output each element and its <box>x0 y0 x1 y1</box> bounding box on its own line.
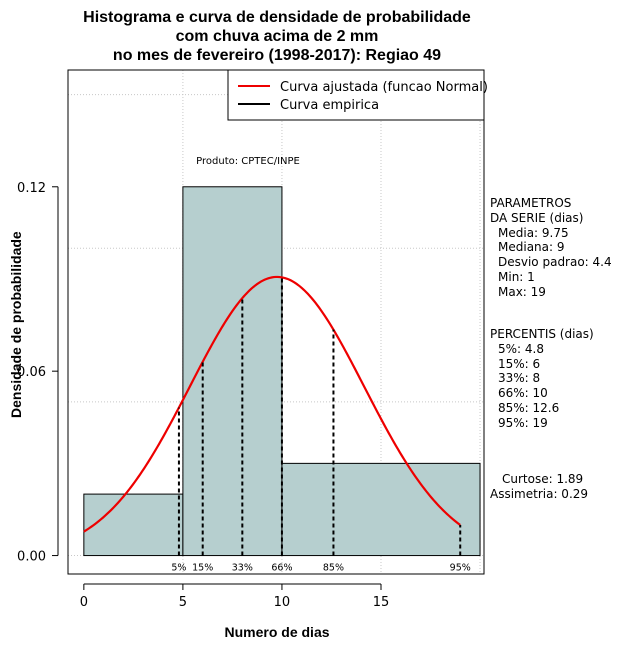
annotation-product: Produto: CPTEC/INPE <box>196 156 300 167</box>
legend-label-0: Curva ajustada (funcao Normal) <box>280 80 488 95</box>
legend-label-1: Curva empirica <box>280 98 379 113</box>
percentile-label-5: 95% <box>450 563 471 574</box>
y-tick-label-1: 0.06 <box>17 365 46 380</box>
histogram-bar-1 <box>182 186 283 557</box>
percentil-95: 95%: 19 <box>498 415 548 430</box>
histogram-bar-2 <box>281 462 481 557</box>
parameters-heading-1: PARAMETROS <box>490 196 572 210</box>
param-min: Min: 1 <box>498 269 535 284</box>
param-desvio: Desvio padrao: 4.4 <box>498 255 612 270</box>
percentil-33: 33%: 8 <box>498 371 541 386</box>
legend-box <box>227 69 485 121</box>
chart-title-line1: Histograma e curva de densidade de proba… <box>83 9 471 26</box>
param-max: Max: 19 <box>498 284 546 299</box>
percentil-5: 5%: 4.8 <box>498 341 544 356</box>
percentile-label-3: 66% <box>271 563 292 574</box>
percentile-label-1: 15% <box>192 563 213 574</box>
parameters-panel: PARAMETROS DA SERIE (dias) Media: 9.75 M… <box>490 196 612 300</box>
percentis-heading: PERCENTIS (dias) <box>490 327 594 341</box>
chart-title-line2: com chuva acima de 2 mm <box>175 28 379 45</box>
percentis-panel: PERCENTIS (dias) 5%: 4.8 15%: 6 33%: 8 6… <box>490 327 594 431</box>
percentil-66: 66%: 10 <box>498 386 548 401</box>
parameters-heading-2: DA SERIE (dias) <box>490 210 584 225</box>
histogram-bar-0 <box>83 493 184 557</box>
y-axis-label: Densidade de probabilidade <box>8 231 24 418</box>
normal-curve-line <box>83 275 461 533</box>
x-tick-label-2: 10 <box>274 595 291 610</box>
x-tick-label-3: 15 <box>373 595 390 610</box>
histogram-bars <box>83 186 481 557</box>
stat-curtose: Curtose: 1.89 <box>502 472 584 486</box>
x-axis-label: Numero de dias <box>224 624 330 640</box>
percentil-85: 85%: 12.6 <box>498 400 560 415</box>
shape-panel: Curtose: 1.89 Assimetria: 0.29 <box>490 472 588 502</box>
percentile-label-2: 33% <box>232 563 253 574</box>
y-tick-label-0: 0.00 <box>17 550 46 565</box>
y-tick-label-2: 0.12 <box>17 181 46 196</box>
normal-curve <box>83 275 461 533</box>
percentile-lines: 5% 15% 33% 66% 85% 95% <box>171 277 471 574</box>
x-tick-label-0: 0 <box>80 595 88 610</box>
param-mediana: Mediana: 9 <box>498 240 565 255</box>
legend: Curva ajustada (funcao Normal) Curva empi… <box>227 69 488 121</box>
percentile-label-0: 5% <box>171 563 186 574</box>
chart-title-line3: no mes de fevereiro (1998-2017): Regiao … <box>112 47 442 64</box>
stat-assimetria: Assimetria: 0.29 <box>490 486 589 501</box>
x-tick-label-1: 5 <box>179 595 187 610</box>
param-media: Media: 9.75 <box>498 225 569 240</box>
percentil-15: 15%: 6 <box>498 356 541 371</box>
percentile-label-4: 85% <box>323 563 344 574</box>
